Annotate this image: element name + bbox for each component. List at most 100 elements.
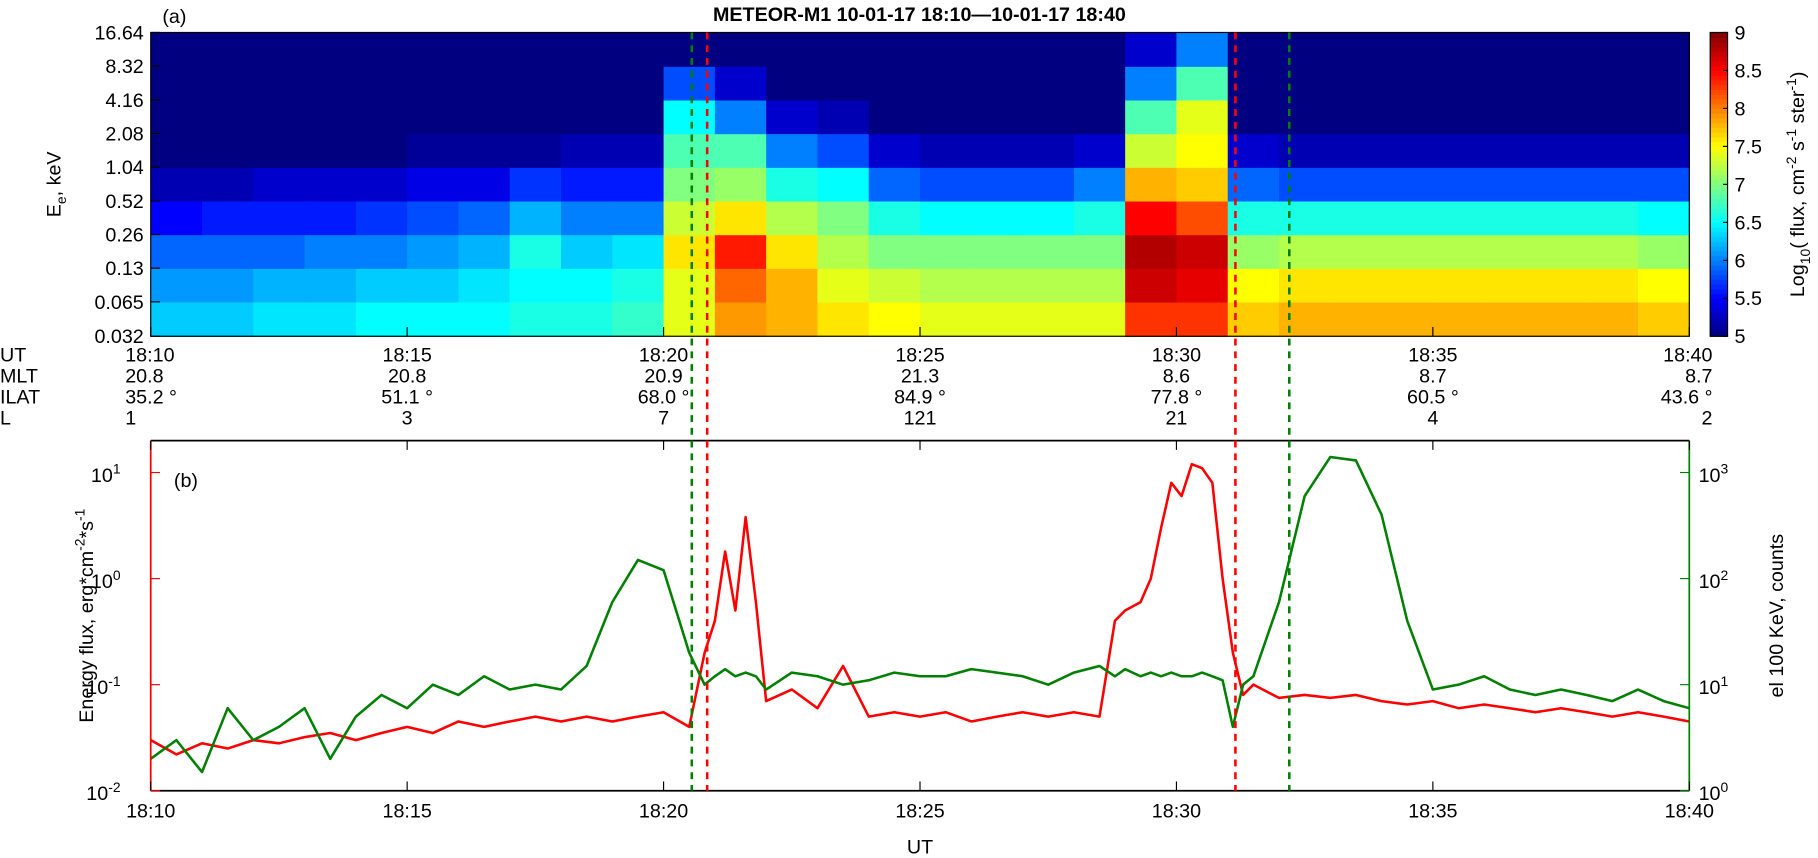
ephemeris-value: 7 <box>658 407 669 429</box>
heat-cell <box>971 167 1024 202</box>
colorbar-swatch <box>1710 298 1728 304</box>
colorbar-swatch <box>1710 146 1728 152</box>
heat-cell <box>509 133 562 168</box>
heat-cell <box>202 99 254 135</box>
colorbar-swatch <box>1710 155 1728 162</box>
colorbar-swatch <box>1710 132 1728 138</box>
heat-cell <box>458 234 511 269</box>
heat-cell <box>1586 301 1639 337</box>
colorbar-swatch <box>1710 113 1728 119</box>
colorbar-swatch <box>1710 136 1728 143</box>
heat-cell <box>1330 167 1383 202</box>
ephemeris-row-label: MLT <box>0 366 38 388</box>
heat-cell <box>766 301 819 337</box>
x-tick-label: 18:25 <box>895 800 944 822</box>
text-part: *s <box>76 521 98 539</box>
y-tick-label: 0.065 <box>94 292 143 314</box>
heat-cell <box>561 66 613 101</box>
heat-cell <box>1330 200 1383 236</box>
heat-cell <box>1125 99 1178 135</box>
text-part: , keV <box>43 151 65 197</box>
heat-cell <box>150 133 203 168</box>
heat-cell <box>1432 200 1485 236</box>
heat-cell <box>407 66 460 101</box>
heat-cell <box>714 99 767 135</box>
colorbar-swatch <box>1710 208 1728 214</box>
x-tick-label: 18:10 <box>126 800 175 822</box>
heat-cell <box>1586 200 1639 236</box>
heat-cell <box>1381 268 1434 303</box>
heat-cell <box>1227 99 1280 135</box>
heat-cell <box>253 32 306 67</box>
heat-cell <box>1586 99 1639 135</box>
heat-cell <box>509 200 562 236</box>
colorbar-swatch <box>1710 241 1728 247</box>
ephemeris-value: 43.6 ° <box>1661 386 1713 408</box>
colorbar-swatch <box>1710 303 1728 309</box>
heat-cell <box>150 66 203 101</box>
y-axis-label: Ee, keV <box>43 151 69 218</box>
heat-cell <box>1330 99 1383 135</box>
heat-cell <box>202 200 254 236</box>
panel-label: (a) <box>162 6 186 28</box>
colorbar-swatch <box>1710 255 1728 261</box>
colorbar-swatch <box>1710 51 1728 57</box>
heat-cell <box>304 167 357 202</box>
colorbar-swatch <box>1710 274 1728 280</box>
heat-cell <box>1484 99 1537 135</box>
heat-cell <box>458 133 511 168</box>
heat-cell <box>561 301 613 337</box>
text-part: 10 <box>1699 465 1721 487</box>
heat-cell <box>1535 268 1588 303</box>
heat-cell <box>1381 66 1434 101</box>
text-part: 0 <box>113 567 121 583</box>
heat-cell <box>766 133 819 168</box>
heat-cell <box>561 99 613 135</box>
heat-cell <box>1432 133 1485 168</box>
colorbar-swatch <box>1710 160 1728 166</box>
colorbar-swatch <box>1710 260 1728 266</box>
heat-cell <box>1484 268 1537 303</box>
colorbar-swatch <box>1710 75 1728 81</box>
colorbar-swatch <box>1710 79 1728 86</box>
colorbar-swatch <box>1710 94 1728 100</box>
heat-cell <box>407 200 460 236</box>
heat-cell <box>1484 32 1537 67</box>
colorbar-swatch <box>1710 184 1728 190</box>
heat-cell <box>714 268 767 303</box>
heat-cell <box>714 167 767 202</box>
heat-cell <box>868 133 921 168</box>
panel-a: 0.0320.0650.130.260.521.042.084.168.3216… <box>0 4 1813 429</box>
y-tick-label: 2.08 <box>105 123 143 145</box>
heat-cell <box>407 234 460 269</box>
heat-cell <box>1073 234 1126 269</box>
heat-cell <box>868 301 921 337</box>
heat-cell <box>253 234 306 269</box>
heat-cell <box>202 301 254 337</box>
colorbar-swatch <box>1710 326 1728 333</box>
heat-cell <box>920 32 972 67</box>
text-part: -1 <box>72 508 88 521</box>
heat-cell <box>663 268 716 303</box>
heat-cell <box>1432 32 1485 67</box>
ephemeris-value: 18:35 <box>1408 345 1457 367</box>
heat-cell <box>1125 200 1178 236</box>
colorbar-swatch <box>1710 122 1728 128</box>
heat-cell <box>1484 66 1537 101</box>
heat-cell <box>1638 133 1690 168</box>
text-part: 10 <box>86 677 108 699</box>
text-part: -2 <box>108 779 121 795</box>
colorbar-swatch <box>1710 70 1728 76</box>
heat-cell <box>1535 234 1588 269</box>
heat-cell <box>1022 167 1075 202</box>
heat-cell <box>1330 301 1383 337</box>
heat-cell <box>1022 99 1075 135</box>
heat-cell <box>971 99 1024 135</box>
heat-cell <box>714 200 767 236</box>
colorbar-tick-label: 6 <box>1735 250 1746 272</box>
heat-cell <box>150 234 203 269</box>
heat-cell <box>355 32 408 67</box>
heat-cell <box>1535 99 1588 135</box>
y2-tick-label: 101 <box>1699 673 1729 699</box>
text-part: Log <box>1787 264 1809 297</box>
